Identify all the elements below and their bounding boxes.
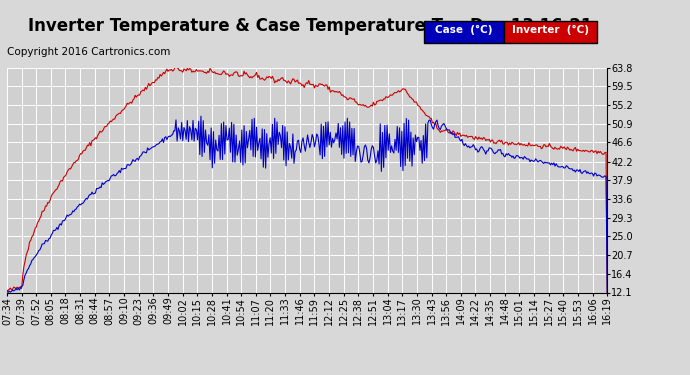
Text: Inverter  (°C): Inverter (°C) [512,25,589,35]
Text: Copyright 2016 Cartronics.com: Copyright 2016 Cartronics.com [7,47,170,57]
Text: Inverter Temperature & Case Temperature Tue Dec 13 16:21: Inverter Temperature & Case Temperature … [28,17,593,35]
Text: Case  (°C): Case (°C) [435,25,493,35]
